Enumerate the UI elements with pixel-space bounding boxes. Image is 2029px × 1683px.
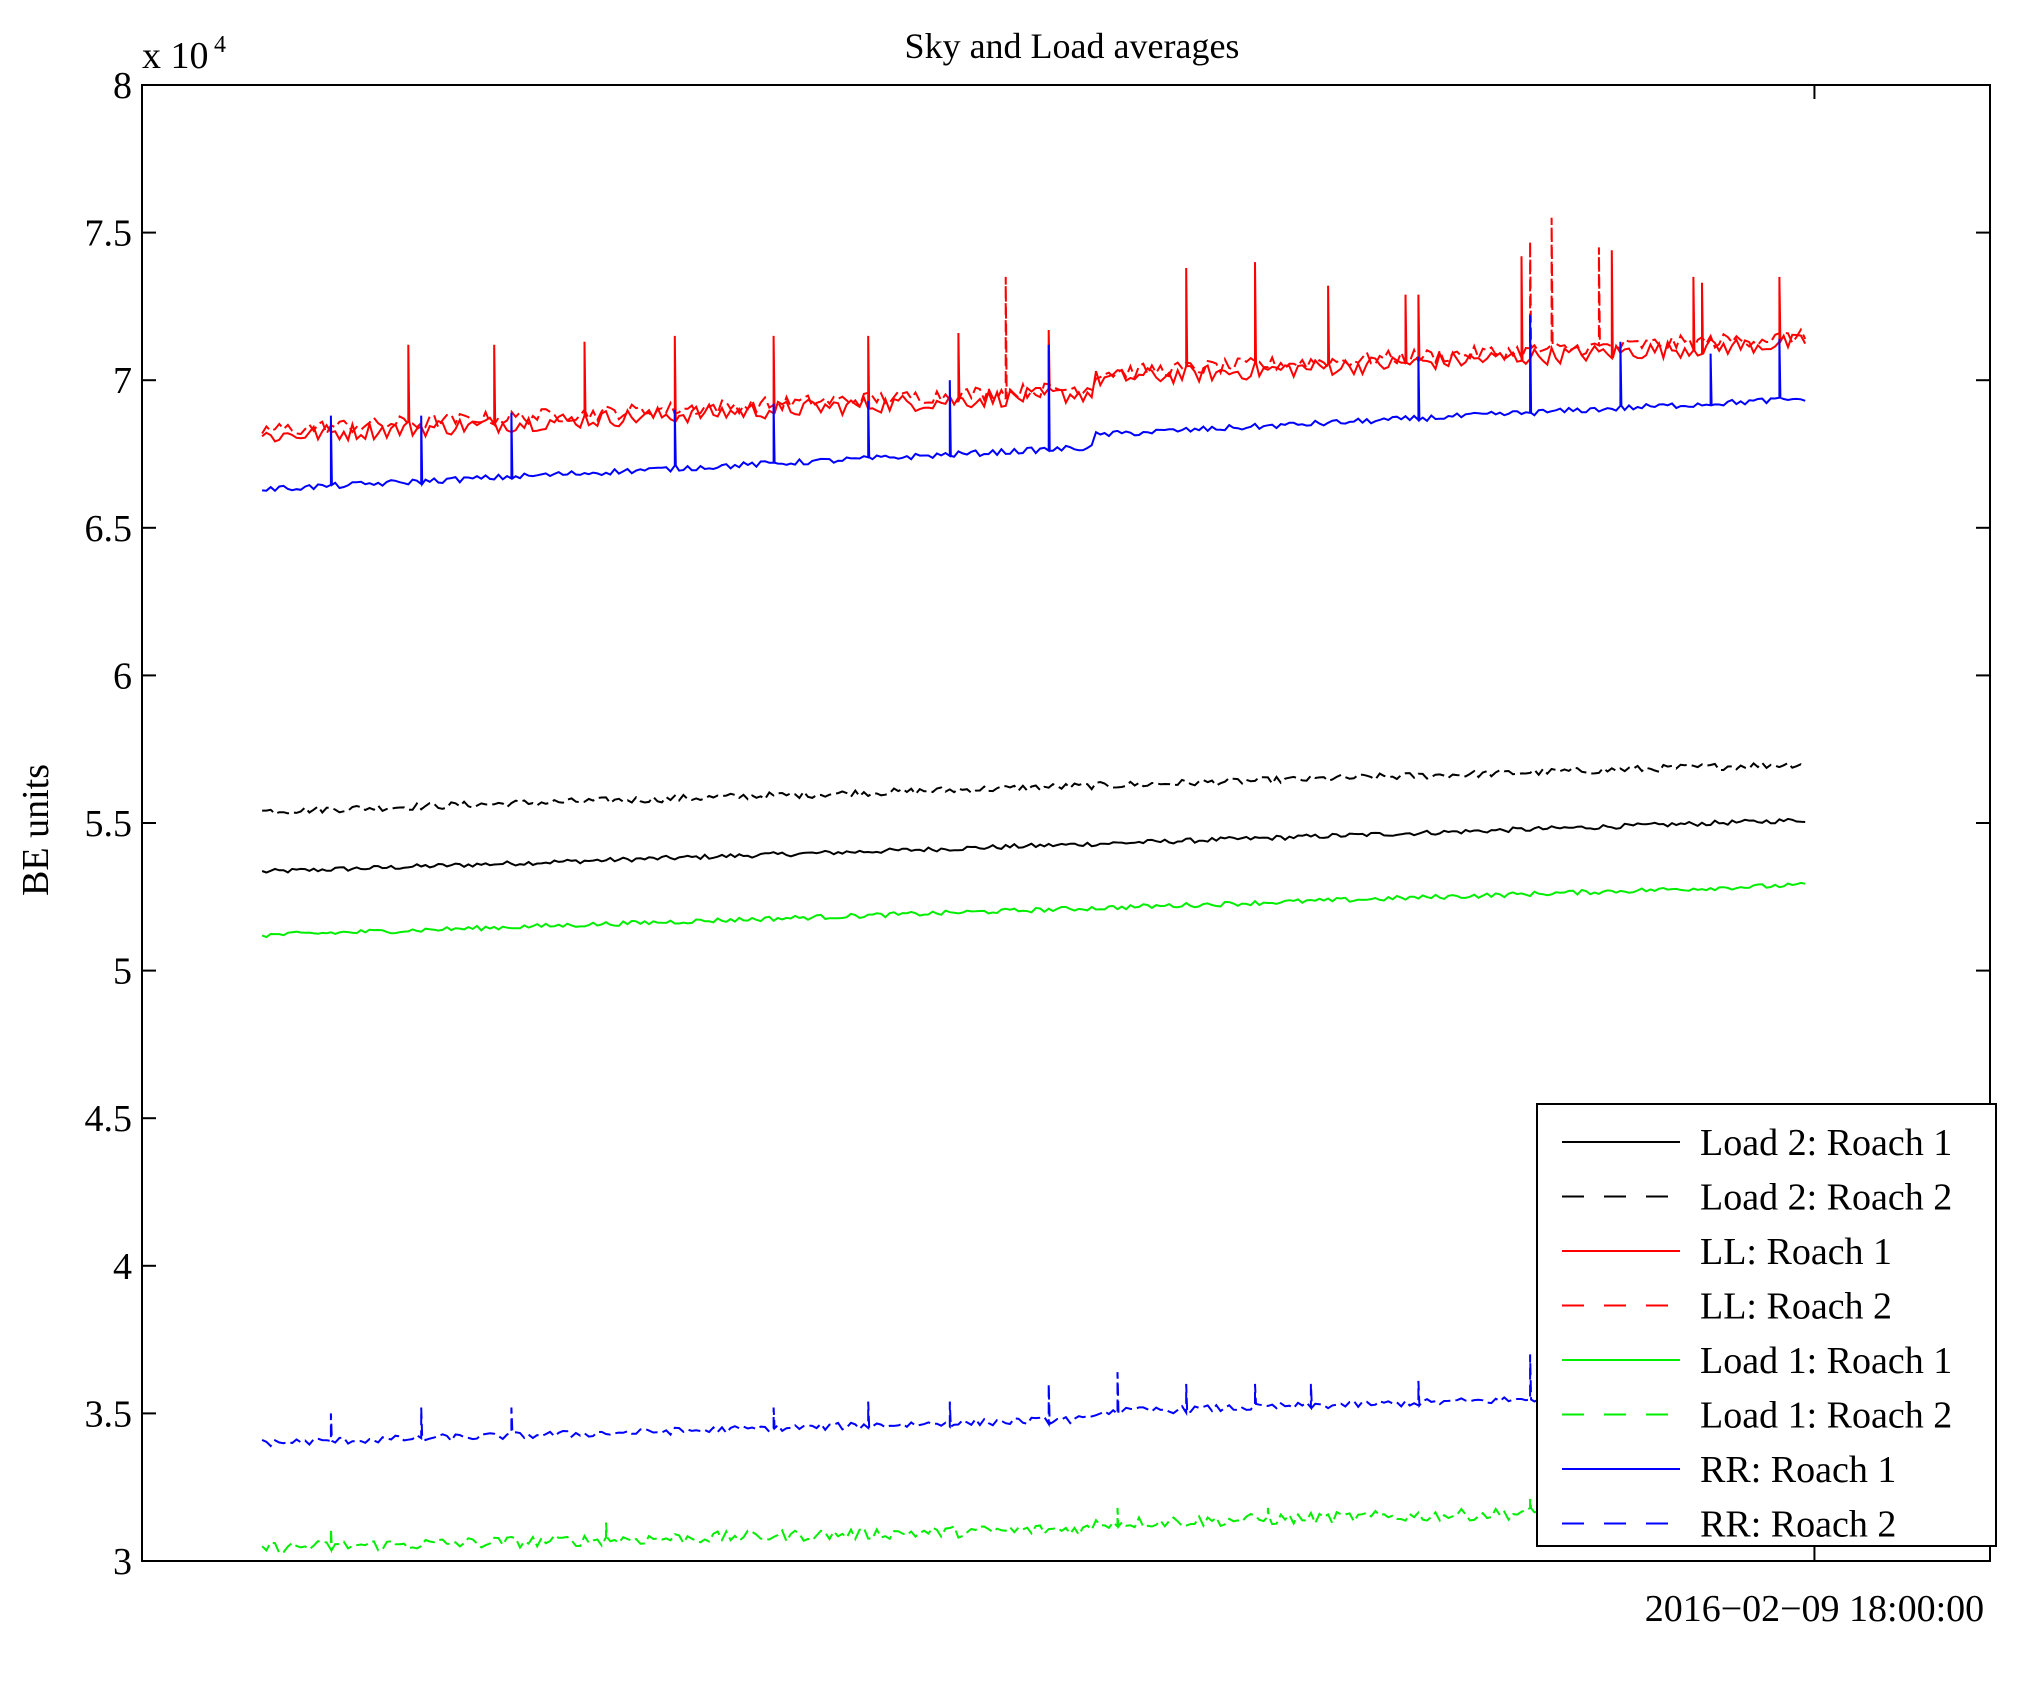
series-line [262, 761, 1806, 815]
legend-box [1536, 1103, 1997, 1547]
y-tick-label: 6.5 [85, 508, 133, 550]
y-tick-label: 4 [113, 1246, 132, 1288]
legend-label: LL: Roach 2 [1700, 1286, 1892, 1328]
chart-title: Sky and Load averages [905, 26, 1240, 66]
legend-label: LL: Roach 1 [1700, 1231, 1892, 1273]
series-line [261, 217, 1807, 437]
y-axis-label: BE units [15, 764, 57, 896]
series-line [261, 1498, 1806, 1555]
y-tick-label: 3.5 [85, 1393, 133, 1435]
y-tick-label: 5 [113, 951, 132, 993]
y-tick-label: 8 [113, 65, 132, 107]
legend-label: Load 1: Roach 1 [1700, 1340, 1952, 1382]
legend-label: Load 2: Roach 1 [1700, 1122, 1952, 1164]
legend-label: RR: Roach 2 [1700, 1504, 1896, 1546]
series-line [262, 315, 1806, 493]
y-tick-label: 6 [113, 655, 132, 697]
y-tick-label: 5.5 [85, 803, 133, 845]
y-axis-ticks: 3 3.5 4 4.5 5 5.5 6 6.5 7 7.5 8 [85, 65, 1990, 1583]
y-tick-label: 4.5 [85, 1098, 133, 1140]
y-multiplier: x 10 4 [142, 32, 226, 77]
legend-entries: Load 2: Roach 1 Load 2: Roach 2 LL: Roach … [1562, 1122, 1952, 1546]
y-tick-label: 3 [113, 1541, 132, 1583]
legend-label: Load 1: Roach 2 [1700, 1395, 1952, 1437]
legend-label: Load 2: Roach 2 [1700, 1177, 1952, 1219]
legend: Load 2: Roach 1 Load 2: Roach 2 LL: Roach … [1536, 1103, 1997, 1547]
y-multiplier-label: x 10 [142, 35, 209, 77]
y-tick-label: 7 [113, 360, 132, 402]
legend-label: RR: Roach 1 [1700, 1449, 1896, 1491]
y-tick-label: 7.5 [85, 213, 133, 255]
series-line [261, 817, 1806, 874]
x-axis-ticks: 2016−02−09 18:00:00 [1645, 85, 1984, 1630]
y-multiplier-exponent: 4 [214, 32, 226, 58]
x-tick-label: 2016−02−09 18:00:00 [1645, 1588, 1984, 1630]
series-line [261, 250, 1807, 443]
series-line [261, 881, 1806, 939]
